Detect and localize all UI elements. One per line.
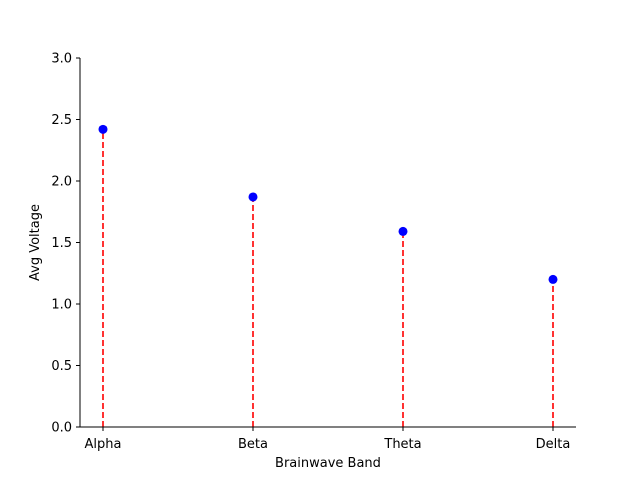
y-tick-label: 2.5	[51, 113, 72, 128]
data-point-marker	[548, 274, 558, 284]
x-axis-ticks: Alpha Beta Theta Delta	[85, 427, 571, 452]
stem-group	[102, 129, 554, 427]
marker-group	[98, 124, 558, 284]
x-tick-label: Theta	[383, 437, 421, 452]
data-point-marker	[398, 226, 408, 236]
data-point-marker	[98, 124, 108, 134]
y-axis-ticks: 0.0 0.5 1.0 1.5 2.0 2.5 3.0	[51, 52, 80, 436]
y-tick-label: 1.5	[51, 236, 72, 251]
x-tick-label: Alpha	[85, 437, 122, 452]
y-tick-label: 1.0	[51, 298, 72, 313]
y-tick-label: 3.0	[51, 52, 72, 67]
x-tick-label: Delta	[536, 437, 571, 452]
y-axis-label: Avg Voltage	[28, 204, 43, 281]
y-tick-label: 0.5	[51, 359, 72, 374]
x-tick-label: Beta	[238, 437, 268, 452]
data-point-marker	[248, 192, 258, 202]
y-tick-label: 0.0	[51, 421, 72, 436]
y-tick-label: 2.0	[51, 175, 72, 190]
x-axis-label: Brainwave Band	[275, 456, 381, 471]
